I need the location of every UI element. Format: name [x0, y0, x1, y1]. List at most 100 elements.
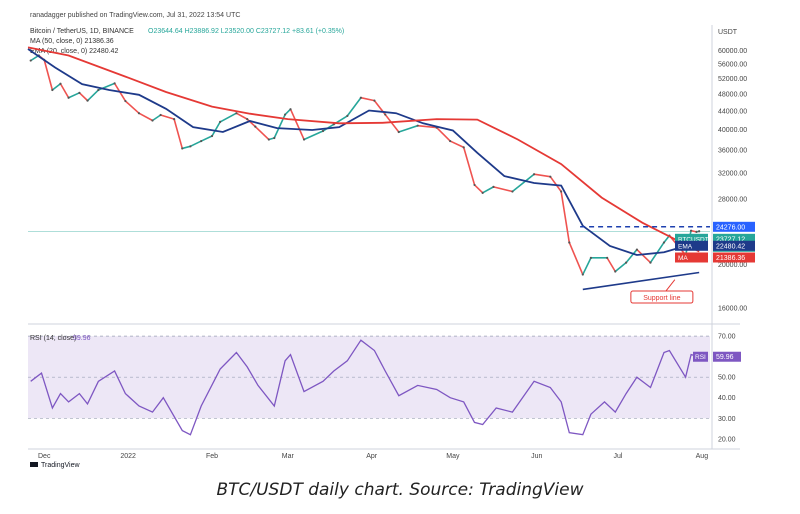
- price-tick-label: 20000.00: [718, 262, 747, 269]
- price-point: [568, 241, 571, 244]
- time-axis: Dec 2022 Feb Mar Apr May Jun Jul Aug: [38, 453, 708, 460]
- price-point: [159, 113, 162, 117]
- price-segment: [473, 184, 484, 194]
- price-point: [511, 190, 514, 193]
- rsi-name-tag-label: RSI: [695, 354, 706, 361]
- price-point: [235, 112, 238, 115]
- price-point: [481, 191, 484, 194]
- time-tick-label: Jul: [614, 453, 623, 460]
- price-point: [210, 134, 214, 138]
- price-segment: [51, 83, 61, 91]
- figure-caption: BTC/USDT daily chart. Source: TradingVie…: [216, 480, 584, 500]
- price-point: [698, 230, 701, 233]
- price-point: [373, 99, 376, 102]
- tradingview-logo: TradingView: [30, 462, 80, 469]
- price-segment: [449, 140, 465, 149]
- price-point: [151, 119, 154, 122]
- price-point: [606, 256, 609, 259]
- rsi-name-tag: [693, 351, 708, 362]
- tradingview-logo-text: TradingView: [41, 462, 80, 469]
- price-point: [397, 130, 400, 134]
- price-point: [649, 261, 652, 264]
- price-point: [695, 230, 698, 233]
- rsi-tick-label: 20.00: [718, 436, 736, 443]
- price-point: [273, 136, 276, 140]
- published-note: ranadagger published on TradingView.com,…: [30, 12, 240, 19]
- price-segment: [384, 114, 400, 133]
- price-segment: [533, 173, 551, 178]
- price-point: [560, 190, 563, 193]
- price-segment: [606, 257, 616, 272]
- resistance-label: 24276.00: [716, 224, 745, 231]
- price-segment: [43, 59, 54, 91]
- price-point: [200, 139, 203, 143]
- price-segment: [625, 249, 638, 264]
- price-point: [532, 173, 536, 176]
- time-tick-label: Apr: [366, 453, 378, 460]
- price-segment: [219, 112, 237, 123]
- rsi-band: [28, 336, 710, 419]
- price-segment: [160, 114, 175, 120]
- price-point: [124, 99, 127, 103]
- price-point: [137, 112, 141, 115]
- support-line: [582, 271, 700, 291]
- ema-line: [27, 48, 700, 256]
- price-point: [473, 183, 476, 187]
- price-segment: [511, 173, 535, 193]
- support-callout-box: [630, 290, 694, 304]
- price-segment: [173, 118, 184, 149]
- time-tick-label: Dec: [38, 453, 51, 460]
- price-tag-name: EMA: [678, 243, 693, 250]
- price-segment: [78, 92, 89, 102]
- price-point: [78, 91, 81, 94]
- price-point: [359, 96, 362, 99]
- price-segment: [636, 248, 652, 264]
- price-segment: [254, 126, 270, 141]
- price-tag-value: 21386.36: [716, 255, 745, 262]
- ma-legend: MA (50, close, 0) 21386.36: [30, 38, 114, 45]
- price-point: [29, 59, 32, 62]
- price-point: [189, 145, 192, 148]
- price-point: [689, 229, 693, 232]
- price-tick-label: 52000.00: [718, 76, 747, 83]
- tradingview-logo-icon: [30, 462, 38, 467]
- time-tick-label: May: [446, 453, 460, 460]
- price-point: [384, 113, 387, 116]
- price-tag-value: 23727.12: [716, 236, 745, 243]
- price-point: [625, 261, 628, 264]
- price-tick-label: 56000.00: [718, 62, 747, 69]
- ema-legend: EMA (20, close, 0) 22480.42: [30, 48, 118, 55]
- ohlc-readout: O23644.64 H23886.92 L23520.00 C23727.12 …: [148, 28, 344, 35]
- price-tag-value: 22480.42: [716, 243, 745, 250]
- rsi-value-label: 59.96: [73, 335, 91, 342]
- price-segment: [493, 186, 513, 193]
- price-segment: [398, 124, 418, 133]
- price-segment: [68, 92, 80, 99]
- price-point: [97, 88, 100, 92]
- price-point: [51, 88, 54, 92]
- price-point: [59, 82, 62, 85]
- price-segment: [482, 186, 494, 194]
- price-point: [462, 146, 465, 149]
- rsi-pane: [28, 335, 740, 450]
- rsi-label: RSI (14, close): [30, 335, 76, 342]
- price-segment: [182, 145, 191, 150]
- price-segment: [582, 257, 592, 275]
- rsi-tick-label: 40.00: [718, 395, 736, 402]
- price-pane: Support line: [27, 25, 740, 449]
- chart-title: Bitcoin / TetherUS, 1D, BINANCE: [30, 28, 134, 35]
- price-point: [635, 248, 639, 251]
- price-tick-label: 32000.00: [718, 171, 747, 178]
- price-tag-name: MA: [678, 255, 688, 262]
- price-segment: [462, 147, 476, 186]
- support-callout-pointer: [665, 279, 676, 292]
- price-tick-label: 16000.00: [718, 306, 747, 313]
- price-tick-label: 40000.00: [718, 127, 747, 134]
- price-tag-value-box: [713, 240, 755, 251]
- price-point: [449, 139, 452, 143]
- price-segment: [568, 242, 584, 275]
- price-segment: [246, 118, 256, 128]
- time-tick-label: Jun: [531, 453, 542, 460]
- price-segment: [549, 176, 562, 192]
